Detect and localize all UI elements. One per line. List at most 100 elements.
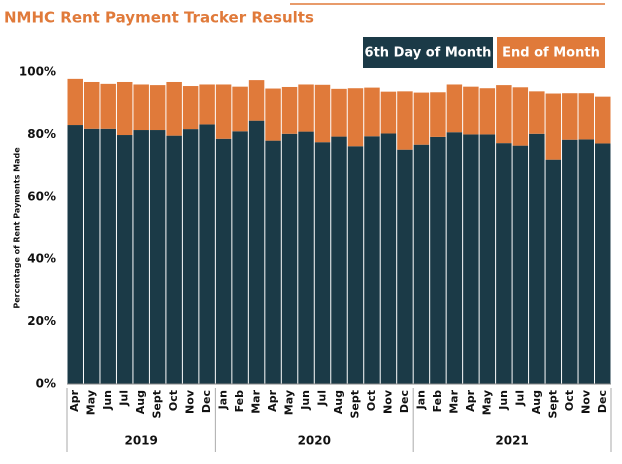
legend-swatch [497,37,605,68]
chart-title: NMHC Rent Payment Tracker Results [4,9,314,27]
bar-segment [529,91,545,134]
x-tick-label: May [85,390,98,415]
y-tick-label: 80% [27,127,56,141]
group-label: 2021 [495,434,528,448]
bar-segment [397,149,413,384]
bar-segment [413,144,430,384]
x-tick-label: Sept [151,390,164,419]
bar-segment [512,145,529,384]
bar-segment [479,88,496,135]
bar-segment [463,134,479,384]
x-tick-label: May [480,390,493,415]
y-tick-label: 20% [27,314,56,328]
bar-segment [248,120,265,384]
bar-segment [446,132,463,384]
y-tick-label: 60% [27,189,56,203]
bar-segment [166,81,182,136]
bar-segment [578,93,595,140]
legend-swatch [363,37,493,68]
bar-segment [496,143,512,384]
bar-segment [496,85,512,144]
x-tick-label: Dec [596,390,609,413]
bar-segment [446,84,463,133]
bar-segment [331,136,347,384]
bar-segment [215,84,232,139]
x-tick-label: Mar [250,389,263,413]
bar-segment [562,93,578,140]
bar-segment [149,85,166,131]
bar-segment [529,133,545,384]
bar-segment [314,142,331,384]
bar-segment [298,131,314,384]
bar-segment [347,146,364,384]
bar-segment [380,91,397,134]
bar-segment [595,96,611,144]
bar-segment [265,140,281,384]
bar-segment [545,159,562,384]
x-tick-label: Oct [365,390,378,411]
bar-segment [116,81,133,136]
bar-segment [298,84,314,132]
bar-segment [67,78,83,126]
x-tick-label: Jul [118,390,131,407]
x-tick-label: Feb [431,390,444,413]
bar-segment [100,128,116,384]
x-tick-label: Jan [414,390,427,410]
group-label: 2019 [124,434,157,448]
bar-segment [133,130,149,384]
group-label: 2020 [298,434,331,448]
bar-segment [215,138,232,384]
bar-segment [364,136,380,384]
x-tick-label: Jan [217,390,230,410]
bar-segment [380,133,397,384]
bar-segment [331,88,347,137]
bar-segment [512,87,529,146]
bar-segment [314,84,331,143]
bar-segment [182,129,199,384]
bar-segment [232,86,248,132]
bar-segment [413,92,430,145]
x-tick-label: Mar [447,389,460,413]
bar-segment [430,92,446,137]
y-tick-label: 100% [19,65,56,79]
bar-segment [83,128,100,384]
bar-segment [578,139,595,384]
x-tick-label: Oct [167,390,180,411]
bar-segment [133,84,149,131]
bar-segment [397,91,413,150]
x-tick-label: Aug [134,390,147,414]
x-tick-label: Aug [332,390,345,414]
legend-label: 6th Day of Month [365,46,492,61]
x-tick-label: Jun [299,390,312,411]
x-tick-label: Feb [233,390,246,413]
x-tick-label: Sept [546,390,559,419]
y-tick-label: 40% [27,252,56,266]
bar-segment [545,93,562,160]
x-tick-label: Jun [101,390,114,411]
bar-segment [281,86,298,134]
x-tick-label: Nov [579,389,592,414]
bar-segment [463,86,479,135]
bar-segment [347,88,364,147]
x-tick-label: Nov [381,389,394,414]
bar-segment [182,86,199,130]
bar-segment [149,130,166,384]
y-tick-label: 0% [36,377,56,391]
y-axis-label: Percentage of Rent Payments Made [13,147,22,309]
x-tick-label: Dec [398,390,411,413]
x-tick-label: Jul [513,390,526,407]
legend-label: End of Month [502,46,600,61]
bar-segment [100,83,116,129]
x-tick-label: Nov [184,389,197,414]
bar-segment [265,88,281,141]
x-tick-label: Apr [464,389,477,411]
bar-segment [562,139,578,384]
bar-segment [232,131,248,384]
x-tick-label: Apr [68,389,81,411]
bar-segment [479,134,496,384]
x-tick-label: May [283,390,296,415]
bar-segment [364,87,380,137]
x-tick-label: Sept [348,390,361,419]
bar-segment [199,84,215,125]
